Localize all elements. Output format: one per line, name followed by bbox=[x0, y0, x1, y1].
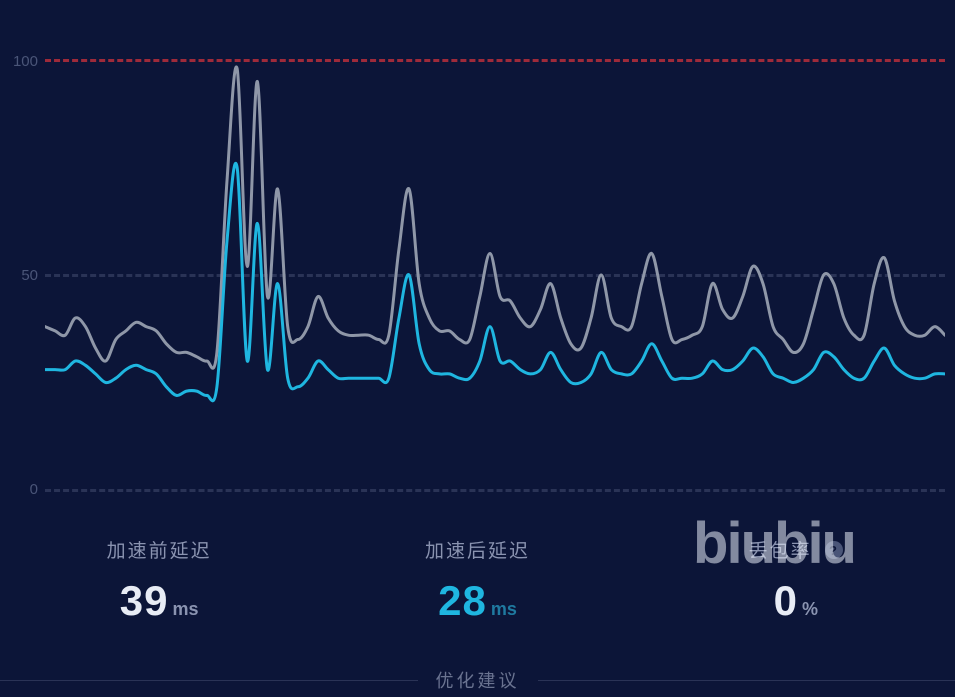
y-axis-label: 0 bbox=[8, 481, 38, 498]
stat-after-value: 28 bbox=[438, 577, 487, 625]
stat-after: 加速后延迟 28 ms bbox=[320, 536, 635, 625]
stat-loss-label: 丢包率 ? bbox=[638, 536, 953, 563]
series-after bbox=[45, 163, 945, 400]
footer-divider: 优化建议 bbox=[0, 663, 955, 697]
chart-plot bbox=[45, 60, 945, 490]
stat-before: 加速前延迟 39 ms bbox=[2, 536, 317, 625]
divider-line-left bbox=[0, 680, 418, 681]
footer-label: 优化建议 bbox=[418, 667, 538, 693]
y-axis-label: 50 bbox=[8, 267, 38, 284]
stat-before-unit: ms bbox=[173, 599, 199, 620]
help-icon[interactable]: ? bbox=[825, 541, 843, 559]
stat-after-unit: ms bbox=[491, 599, 517, 620]
divider-line-right bbox=[538, 680, 955, 681]
stats-row: 加速前延迟 39 ms 加速后延迟 28 ms 丢包率 ? 0 % bbox=[0, 525, 955, 635]
series-before bbox=[45, 67, 945, 368]
stat-loss-label-text: 丢包率 bbox=[749, 541, 812, 562]
stat-loss-value: 0 bbox=[774, 577, 798, 625]
stat-before-label: 加速前延迟 bbox=[2, 536, 317, 563]
stat-before-value: 39 bbox=[120, 577, 169, 625]
stat-loss-unit: % bbox=[802, 599, 818, 620]
stat-after-label: 加速后延迟 bbox=[320, 536, 635, 563]
latency-chart: 100 50 0 bbox=[0, 0, 955, 510]
y-axis-label: 100 bbox=[8, 53, 38, 70]
stat-loss: 丢包率 ? 0 % bbox=[638, 536, 953, 625]
